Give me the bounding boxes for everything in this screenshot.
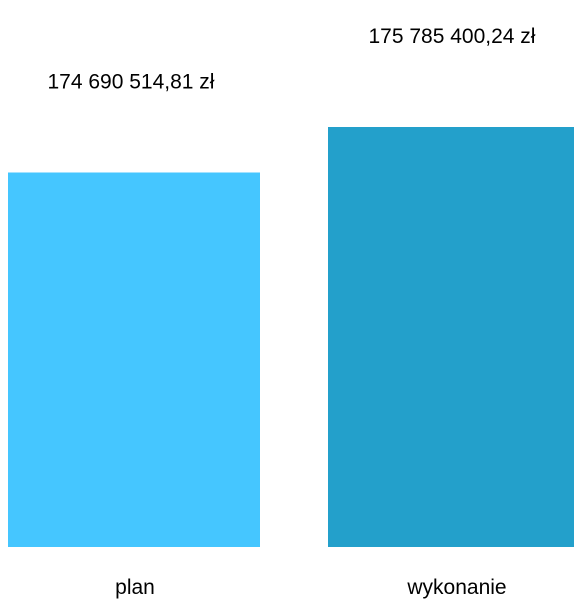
- category-label-wykonanie: wykonanie: [406, 576, 506, 599]
- category-labels-layer: plan wykonanie: [115, 576, 506, 599]
- bar-value-label-plan: 174 690 514,81 zł: [48, 71, 215, 94]
- bar-wykonanie: [328, 127, 574, 547]
- bar-plan: [8, 172, 260, 547]
- category-label-plan: plan: [115, 576, 155, 599]
- bars-layer: [8, 127, 574, 547]
- bar-value-label-wykonanie: 175 785 400,24 zł: [369, 25, 536, 48]
- value-labels-layer: 174 690 514,81 zł 175 785 400,24 zł: [48, 25, 536, 94]
